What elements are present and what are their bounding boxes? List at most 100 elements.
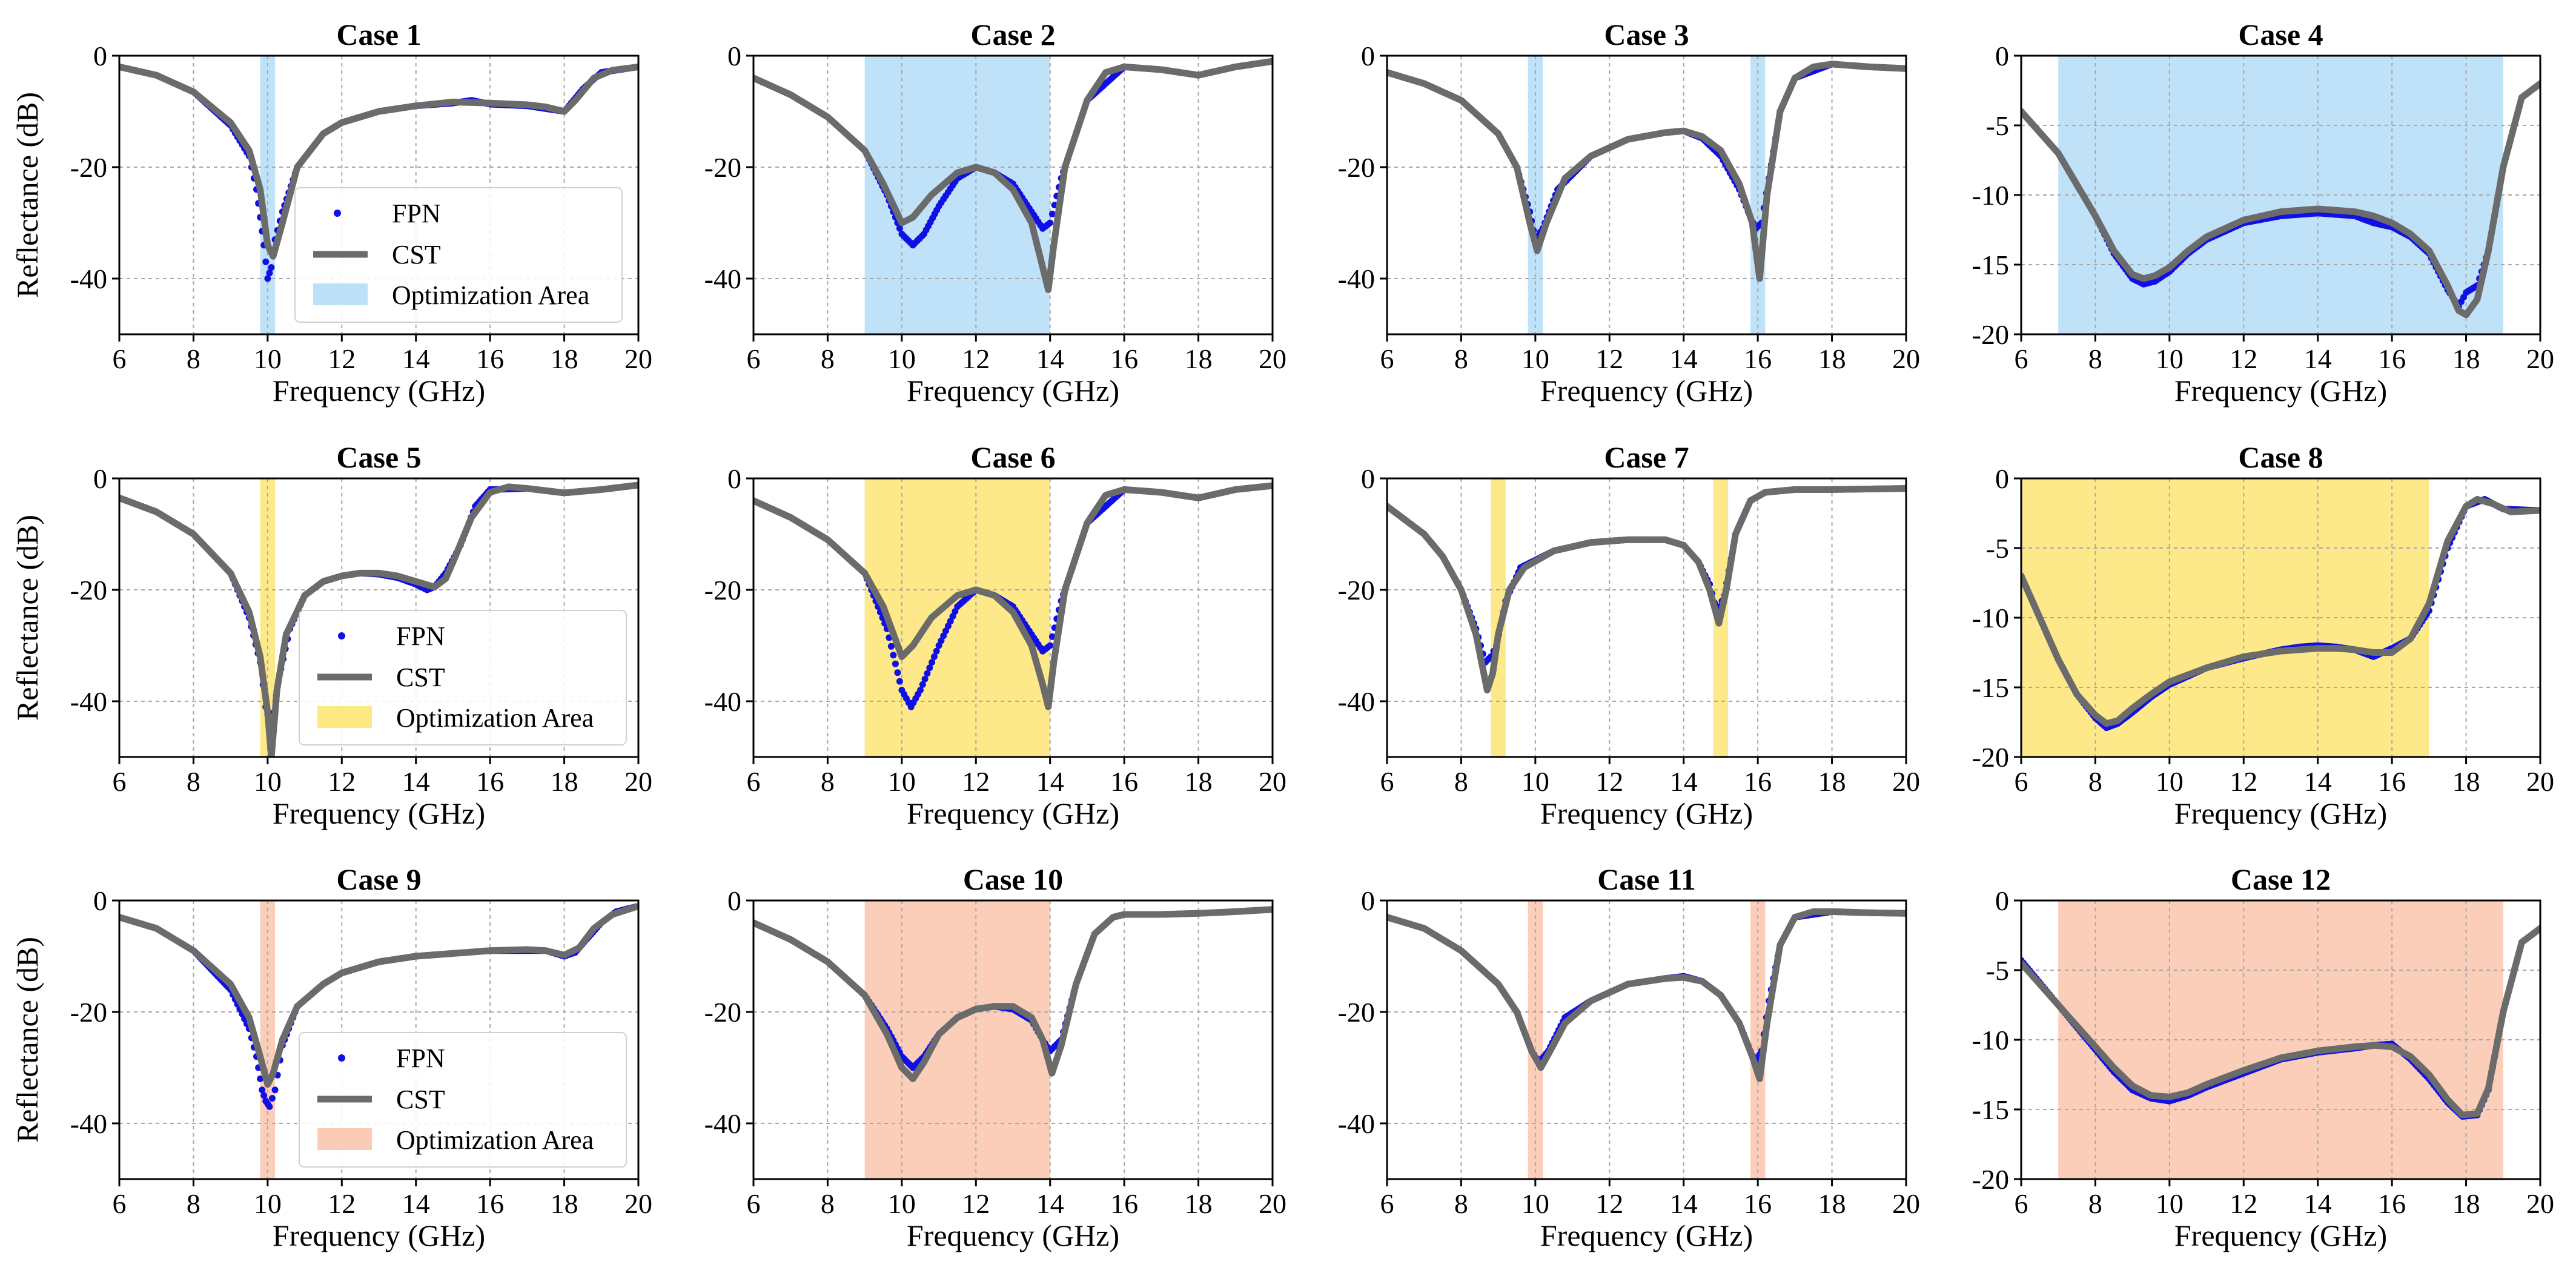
x-tick-label: 10 [2156, 1188, 2184, 1219]
chart-panel-12: 6 8 10 12 14 16 18 20 0 -5 -10 -15 -20 Case 12 Frequen… [1972, 862, 2554, 1252]
fpn-point [1047, 219, 1054, 226]
x-tick-label: 8 [2088, 343, 2102, 374]
x-tick-label: 14 [402, 1188, 430, 1219]
x-tick-label: 18 [2452, 1188, 2480, 1219]
chart-title: Case 1 [336, 18, 421, 51]
x-tick-label: 14 [1670, 1188, 1698, 1219]
y-tick-label: -15 [1972, 250, 2009, 280]
x-tick-label: 10 [2156, 766, 2184, 797]
x-tick-label: 20 [624, 766, 652, 797]
y-tick-label: 0 [1361, 463, 1375, 494]
x-tick-label: 10 [254, 766, 282, 797]
y-tick-label: -20 [70, 997, 107, 1028]
x-tick-label: 16 [2378, 766, 2406, 797]
x-tick-label: 10 [888, 1188, 916, 1219]
x-tick-label: 18 [2452, 343, 2480, 374]
y-tick-label: -15 [1972, 672, 2009, 703]
chart-panel-4: 6 8 10 12 14 16 18 20 0 -5 -10 -15 -20 Case 4 Frequenc… [1972, 18, 2554, 408]
y-tick-label: -40 [70, 263, 107, 294]
chart-panel-3: 6 8 10 12 14 16 18 20 0 -20 -40 Case 3 Frequency (GH… [1338, 18, 1920, 408]
legend-optimization-label: Optimization Area [396, 703, 594, 733]
x-tick-label: 20 [624, 343, 652, 374]
fpn-series [1387, 485, 1906, 666]
cst-series-line [1387, 485, 1906, 694]
legend: FPN CST Optimization Area [294, 187, 623, 323]
x-tick-label: 6 [1380, 343, 1394, 374]
x-tick-label: 8 [2088, 1188, 2102, 1219]
x-tick-label: 20 [2526, 343, 2554, 374]
fpn-point [260, 1092, 268, 1099]
y-tick-label: 0 [1361, 885, 1375, 916]
x-tick-label: 12 [2230, 1188, 2257, 1219]
x-axis-label: Frequency (GHz) [907, 796, 1119, 830]
y-tick-label: -5 [1986, 955, 2009, 986]
x-tick-label: 8 [821, 343, 835, 374]
x-axis-label: Frequency (GHz) [2174, 374, 2387, 408]
x-axis-label: Frequency (GHz) [2174, 796, 2387, 830]
x-tick-label: 18 [1185, 1188, 1213, 1219]
legend-fpn-marker [338, 1054, 345, 1062]
x-tick-label: 16 [2378, 343, 2406, 374]
y-tick-label: -15 [1972, 1094, 2009, 1125]
x-tick-label: 18 [2452, 766, 2480, 797]
fpn-series [1387, 908, 1906, 1066]
y-tick-label: 0 [93, 885, 107, 916]
cst-series-line [2021, 925, 2540, 1119]
chart-panel-7: 6 8 10 12 14 16 18 20 0 -20 -40 Case 7 Frequency (GH… [1338, 440, 1920, 830]
x-tick-label: 20 [2526, 1188, 2554, 1219]
chart-title: Case 5 [336, 440, 421, 474]
y-axis-label: Reflectance (dB) [10, 92, 44, 298]
y-tick-label: 0 [93, 41, 107, 71]
x-axis-label: Frequency (GHz) [273, 796, 485, 830]
x-tick-label: 18 [551, 1188, 578, 1219]
x-axis-label: Frequency (GHz) [2174, 1218, 2387, 1252]
x-tick-label: 8 [2088, 766, 2102, 797]
x-tick-label: 14 [1036, 1188, 1064, 1219]
fpn-point [930, 653, 938, 660]
legend-optimization-label: Optimization Area [392, 280, 589, 310]
x-tick-label: 8 [187, 766, 200, 797]
y-tick-label: -20 [70, 575, 107, 606]
plot-frame [752, 899, 1274, 1180]
y-tick-label: -20 [704, 575, 741, 606]
x-tick-label: 8 [187, 343, 200, 374]
legend-optimization-label: Optimization Area [396, 1125, 594, 1155]
legend-cst-label: CST [396, 663, 445, 692]
x-tick-label: 12 [1595, 766, 1623, 797]
y-tick-label: -40 [704, 686, 741, 717]
fpn-point [896, 225, 903, 232]
chart-panel-10: 6 8 10 12 14 16 18 20 0 -20 -40 Case 10 Frequency (G… [704, 862, 1286, 1252]
x-tick-label: 8 [821, 766, 835, 797]
y-tick-label: 0 [727, 885, 741, 916]
chart-panel-8: 6 8 10 12 14 16 18 20 0 -5 -10 -15 -20 Case 8 Frequenc… [1972, 440, 2554, 830]
x-tick-label: 14 [2304, 766, 2332, 797]
x-tick-label: 8 [1454, 766, 1468, 797]
fpn-point [1048, 633, 1056, 640]
legend-fpn-label: FPN [396, 1043, 445, 1073]
x-tick-label: 18 [551, 343, 578, 374]
x-tick-label: 16 [476, 1188, 504, 1219]
x-tick-label: 12 [328, 766, 356, 797]
chart-title: Case 10 [963, 862, 1063, 896]
y-tick-label: -40 [70, 1108, 107, 1139]
legend-box [299, 1032, 627, 1168]
x-tick-label: 6 [1380, 1188, 1394, 1219]
x-tick-label: 20 [1892, 343, 1920, 374]
y-tick-label: 0 [1361, 41, 1375, 71]
y-tick-label: 0 [727, 41, 741, 71]
x-tick-label: 12 [962, 766, 990, 797]
x-tick-label: 6 [113, 766, 127, 797]
x-tick-label: 10 [254, 343, 282, 374]
x-tick-label: 20 [2526, 766, 2554, 797]
x-tick-label: 18 [1818, 766, 1846, 797]
legend-fpn-label: FPN [396, 621, 445, 651]
cst-series-line [753, 906, 1273, 1082]
cst-series-line [753, 482, 1273, 710]
y-tick-label: -40 [1338, 263, 1375, 294]
x-axis-label: Frequency (GHz) [1540, 1218, 1753, 1252]
x-tick-label: 10 [254, 1188, 282, 1219]
x-tick-label: 6 [2015, 766, 2028, 797]
x-tick-label: 6 [2015, 343, 2028, 374]
x-tick-label: 18 [1818, 1188, 1846, 1219]
